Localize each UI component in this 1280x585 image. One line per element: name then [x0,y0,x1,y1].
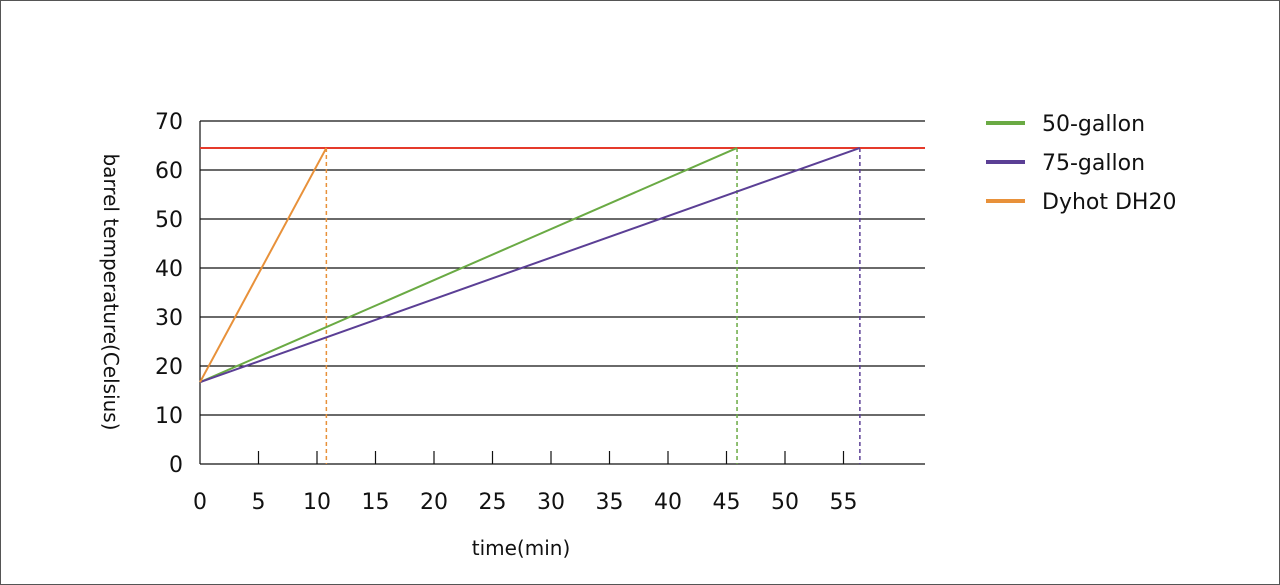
y-tick-labels: 0 10 20 30 40 50 60 70 [155,110,183,478]
y-tick-label: 40 [155,257,183,282]
y-tick-label: 0 [169,453,183,478]
legend-label-2: Dyhot DH20 [1042,190,1176,215]
series-line-0 [199,147,738,384]
series-line-2 [199,147,328,383]
x-tick-label: 0 [193,490,207,515]
y-axis-label: barrel temperature(Celsius) [99,153,123,430]
y-tick-label: 30 [155,306,183,331]
x-tick-label: 20 [420,490,448,515]
x-tick-label: 5 [252,490,266,515]
series-line-1 [199,147,861,384]
y-tick-label: 70 [155,110,183,135]
x-tick-labels: 0 5 10 15 20 25 30 35 40 45 50 55 [193,490,858,515]
y-tick-label: 10 [155,404,183,429]
grid-lines [200,120,925,416]
x-tick-label: 25 [479,490,507,515]
y-tick-label: 60 [155,159,183,184]
series-lines [199,147,861,384]
legend-label-0: 50-gallon [1042,112,1145,137]
x-tick-label: 15 [362,490,390,515]
x-tick-label: 50 [771,490,799,515]
x-tick-label: 35 [596,490,624,515]
x-tick-label: 55 [830,490,858,515]
x-tick-label: 10 [303,490,331,515]
x-tick-label: 30 [537,490,565,515]
y-tick-label: 20 [155,355,183,380]
x-tick-label: 40 [654,490,682,515]
x-axis-label: time(min) [472,536,571,560]
y-tick-label: 50 [155,208,183,233]
drop-lines [325,147,861,464]
legend-label-1: 75-gallon [1042,151,1145,176]
x-tick-label: 45 [713,490,741,515]
legend: 50-gallon 75-gallon Dyhot DH20 [986,112,1176,215]
axes [199,121,925,465]
